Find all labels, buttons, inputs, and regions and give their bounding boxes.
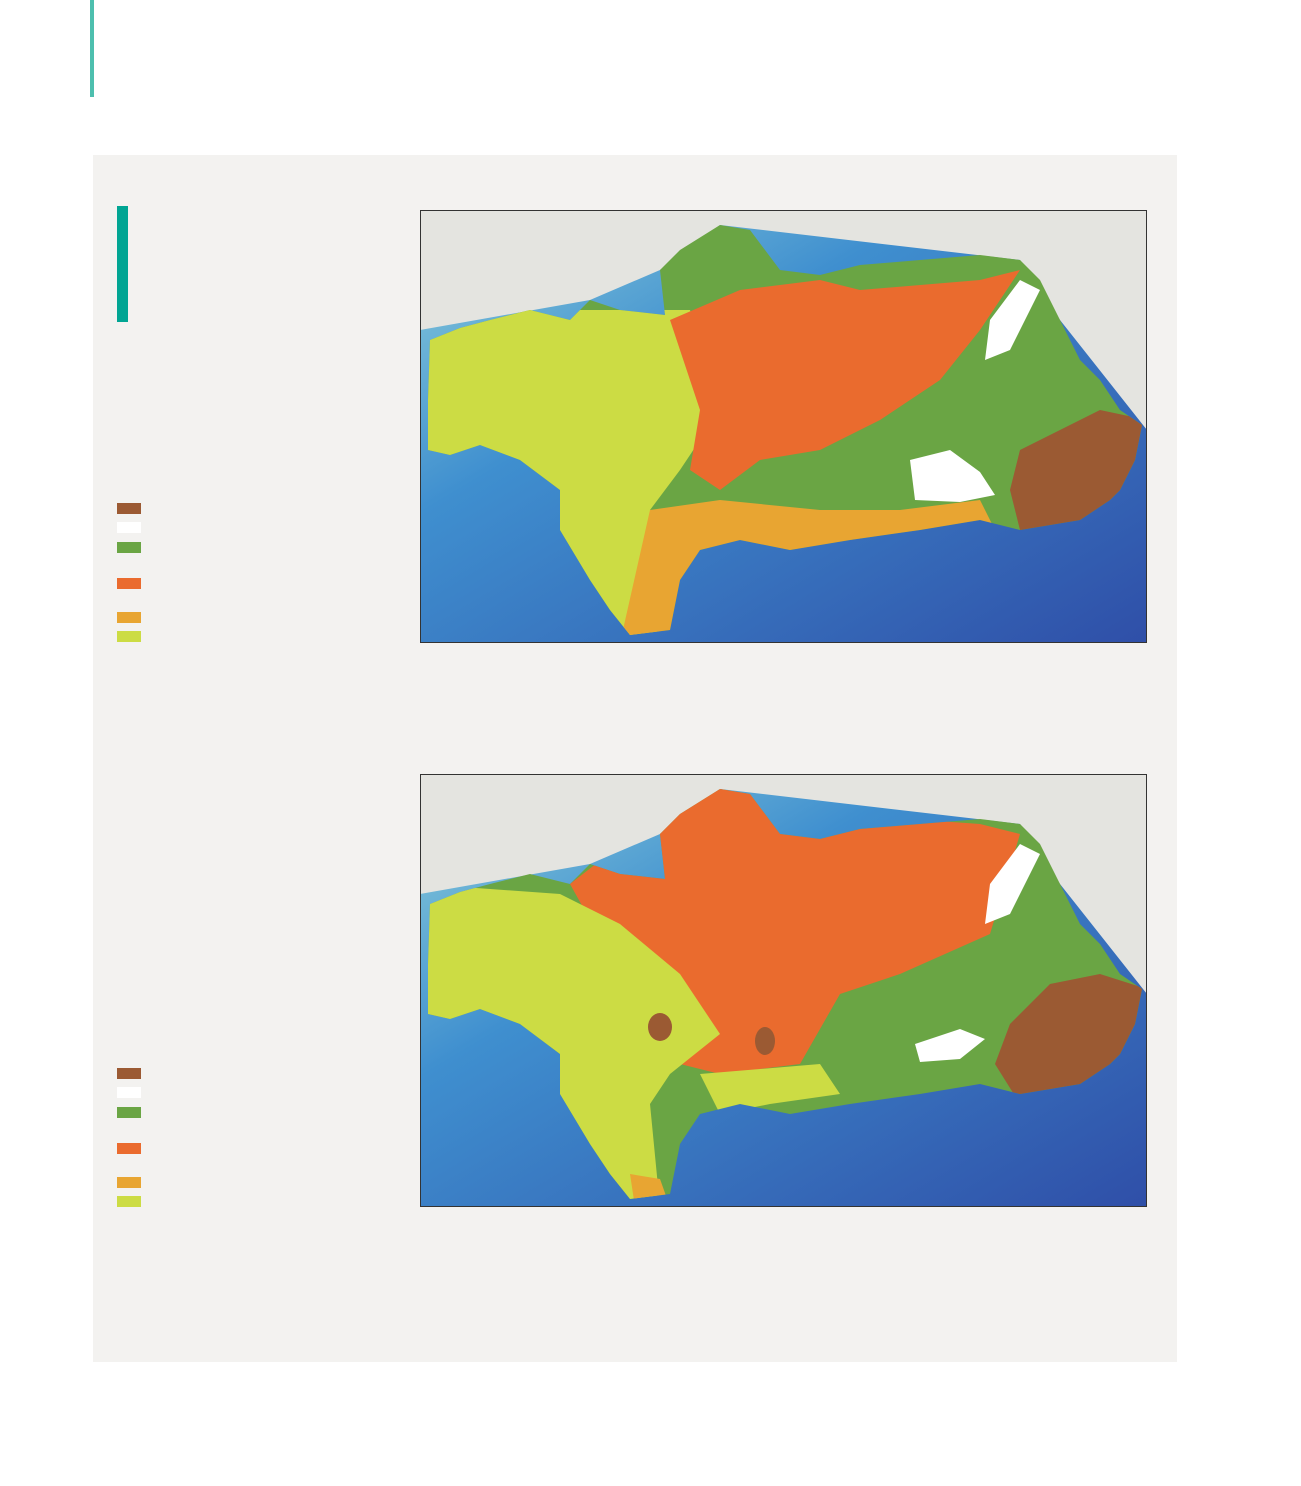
legend-swatch <box>117 631 141 642</box>
legend-swatch <box>117 522 141 533</box>
legend-swatch <box>117 612 141 623</box>
top-rule <box>90 0 94 97</box>
accent-bar <box>117 206 128 322</box>
legend-swatch <box>117 1068 141 1079</box>
legend-swatch <box>117 1087 141 1098</box>
map <box>420 210 1147 643</box>
legend-swatch <box>117 1107 141 1118</box>
legend-swatch <box>117 503 141 514</box>
legend-swatch <box>117 578 141 589</box>
legend <box>117 1068 141 1207</box>
legend-swatch <box>117 542 141 553</box>
map <box>420 774 1147 1207</box>
legend-swatch <box>117 1177 141 1188</box>
legend-swatch <box>117 1196 141 1207</box>
legend-swatch <box>117 1143 141 1154</box>
legend <box>117 503 141 642</box>
